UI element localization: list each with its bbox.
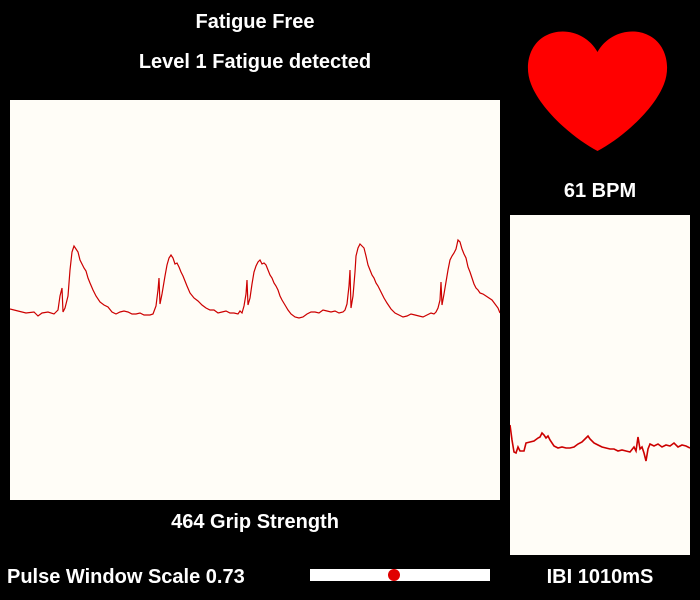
- ibi-trend-trace: [510, 424, 690, 462]
- bpm-readout: 61 BPM: [563, 180, 637, 202]
- ibi-readout: IBI 1010mS: [546, 566, 654, 588]
- status-title: Fatigue Free: [195, 11, 315, 33]
- ibi-trend-plot: [510, 424, 690, 462]
- pulse-waveform-trace: [10, 238, 500, 319]
- pulse-waveform-panel: [10, 100, 500, 500]
- pulse-window-scale-slider-handle[interactable]: [388, 569, 400, 581]
- pulse-window-scale-label: Pulse Window Scale 0.73: [7, 566, 245, 588]
- pulse-window-scale-slider-track[interactable]: [310, 569, 490, 581]
- grip-strength-readout: 464 Grip Strength: [171, 511, 339, 533]
- ibi-trend-panel: [510, 215, 690, 555]
- fatigue-level-text: Level 1 Fatigue detected: [138, 51, 372, 73]
- pulse-waveform-plot: [10, 238, 500, 319]
- heart-icon: [527, 31, 668, 151]
- heart-shape: [527, 31, 668, 151]
